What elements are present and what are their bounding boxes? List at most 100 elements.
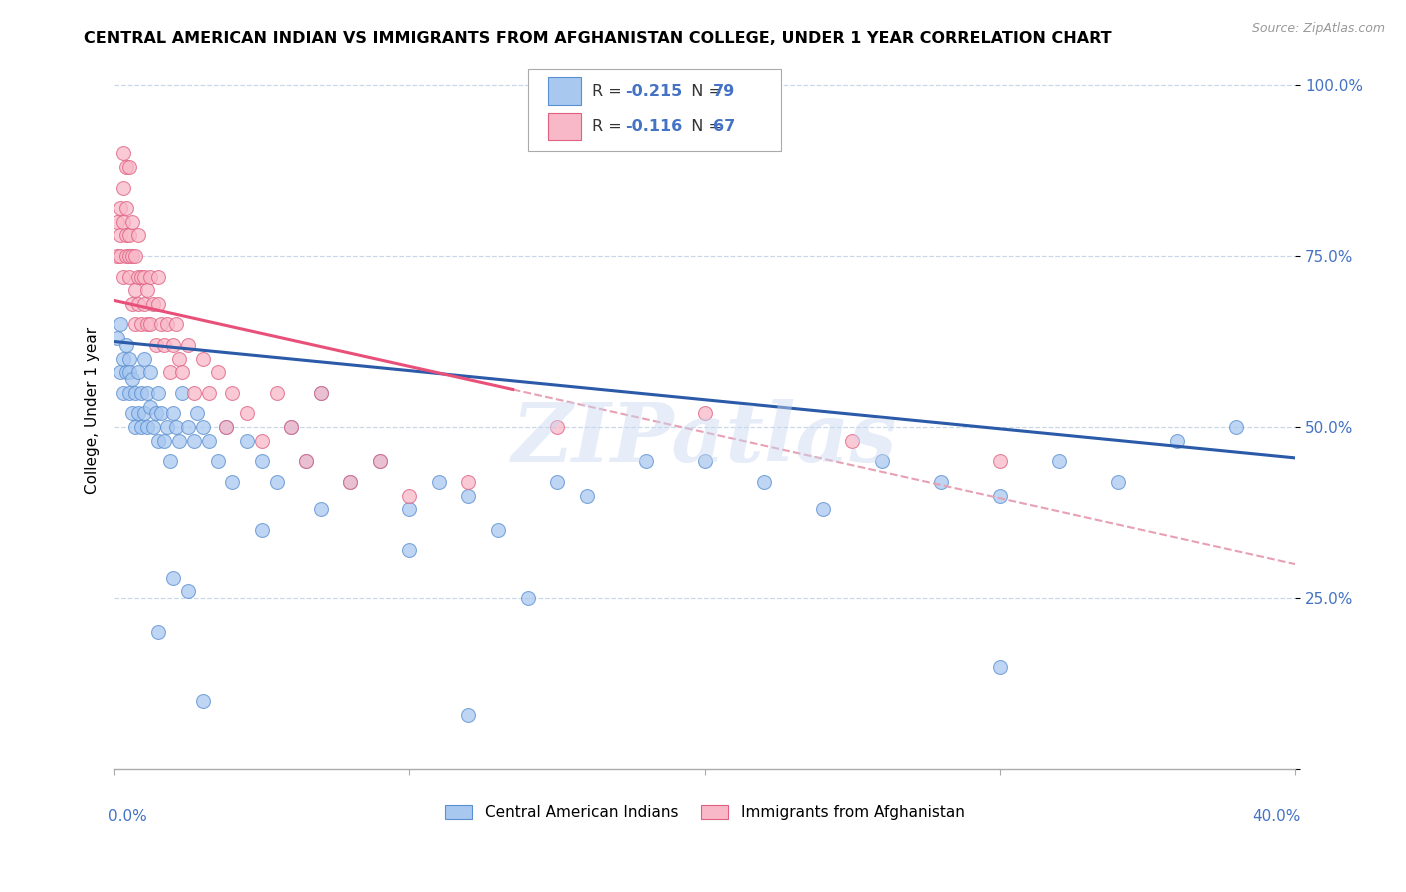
Point bbox=[811, 502, 834, 516]
Point bbox=[148, 269, 170, 284]
Point bbox=[150, 406, 173, 420]
Text: 40.0%: 40.0% bbox=[1253, 809, 1301, 824]
Point bbox=[197, 434, 219, 448]
Point bbox=[118, 228, 141, 243]
Point bbox=[115, 228, 138, 243]
Point bbox=[250, 454, 273, 468]
Point bbox=[546, 420, 568, 434]
Point bbox=[988, 454, 1011, 468]
Point bbox=[112, 269, 135, 284]
Point bbox=[280, 420, 302, 434]
Point bbox=[295, 454, 318, 468]
Point bbox=[135, 318, 157, 332]
Point bbox=[138, 365, 160, 379]
Point bbox=[870, 454, 893, 468]
Text: ZIPatlas: ZIPatlas bbox=[512, 399, 897, 479]
Point bbox=[165, 318, 187, 332]
Text: R =: R = bbox=[592, 84, 627, 98]
Point bbox=[121, 406, 143, 420]
Point bbox=[159, 365, 181, 379]
Point bbox=[546, 475, 568, 489]
Point bbox=[132, 297, 155, 311]
Point bbox=[127, 228, 149, 243]
Point bbox=[115, 160, 138, 174]
Point bbox=[295, 454, 318, 468]
Point bbox=[118, 160, 141, 174]
Point bbox=[138, 269, 160, 284]
Point bbox=[153, 338, 176, 352]
Text: 0.0%: 0.0% bbox=[108, 809, 148, 824]
Point bbox=[124, 420, 146, 434]
Point bbox=[108, 228, 131, 243]
Point bbox=[207, 454, 229, 468]
Point bbox=[172, 385, 194, 400]
Point bbox=[266, 385, 288, 400]
Point bbox=[135, 283, 157, 297]
Point bbox=[153, 434, 176, 448]
FancyBboxPatch shape bbox=[527, 69, 782, 152]
Point bbox=[105, 215, 128, 229]
Point bbox=[127, 406, 149, 420]
Point bbox=[115, 201, 138, 215]
Text: R =: R = bbox=[592, 119, 627, 134]
Point bbox=[207, 365, 229, 379]
Point bbox=[118, 351, 141, 366]
Point bbox=[309, 385, 332, 400]
Point bbox=[156, 420, 179, 434]
Point bbox=[118, 249, 141, 263]
Point bbox=[250, 434, 273, 448]
Point bbox=[124, 385, 146, 400]
Text: -0.116: -0.116 bbox=[626, 119, 683, 134]
Point bbox=[112, 146, 135, 161]
Text: N =: N = bbox=[681, 84, 727, 98]
Point bbox=[112, 215, 135, 229]
Point bbox=[115, 249, 138, 263]
Point bbox=[145, 338, 167, 352]
Point bbox=[124, 283, 146, 297]
Point bbox=[988, 489, 1011, 503]
Point bbox=[145, 406, 167, 420]
Point bbox=[148, 297, 170, 311]
Point bbox=[236, 406, 259, 420]
Point bbox=[177, 584, 200, 599]
Point bbox=[118, 269, 141, 284]
Point bbox=[280, 420, 302, 434]
Point bbox=[634, 454, 657, 468]
Point bbox=[988, 659, 1011, 673]
Point bbox=[167, 351, 190, 366]
Point bbox=[118, 365, 141, 379]
Point bbox=[457, 707, 479, 722]
Point bbox=[165, 420, 187, 434]
Point bbox=[250, 523, 273, 537]
Point bbox=[127, 297, 149, 311]
Point bbox=[142, 297, 165, 311]
Point bbox=[841, 434, 863, 448]
Text: CENTRAL AMERICAN INDIAN VS IMMIGRANTS FROM AFGHANISTAN COLLEGE, UNDER 1 YEAR COR: CENTRAL AMERICAN INDIAN VS IMMIGRANTS FR… bbox=[84, 31, 1112, 46]
Point bbox=[148, 434, 170, 448]
Point bbox=[398, 502, 420, 516]
Point bbox=[236, 434, 259, 448]
Point bbox=[929, 475, 952, 489]
Point bbox=[108, 201, 131, 215]
Point bbox=[368, 454, 391, 468]
Point bbox=[159, 454, 181, 468]
Point bbox=[221, 475, 243, 489]
Point bbox=[108, 318, 131, 332]
FancyBboxPatch shape bbox=[547, 113, 581, 140]
Point bbox=[129, 269, 152, 284]
Point bbox=[108, 365, 131, 379]
Point bbox=[162, 338, 184, 352]
Y-axis label: College, Under 1 year: College, Under 1 year bbox=[86, 326, 100, 493]
Point bbox=[115, 365, 138, 379]
Text: Source: ZipAtlas.com: Source: ZipAtlas.com bbox=[1251, 22, 1385, 36]
Point bbox=[1107, 475, 1129, 489]
Point bbox=[162, 406, 184, 420]
Point bbox=[112, 180, 135, 194]
Point bbox=[121, 215, 143, 229]
Point bbox=[108, 249, 131, 263]
Point bbox=[186, 406, 208, 420]
Point bbox=[427, 475, 450, 489]
Point bbox=[752, 475, 775, 489]
Point bbox=[167, 434, 190, 448]
Point bbox=[457, 489, 479, 503]
